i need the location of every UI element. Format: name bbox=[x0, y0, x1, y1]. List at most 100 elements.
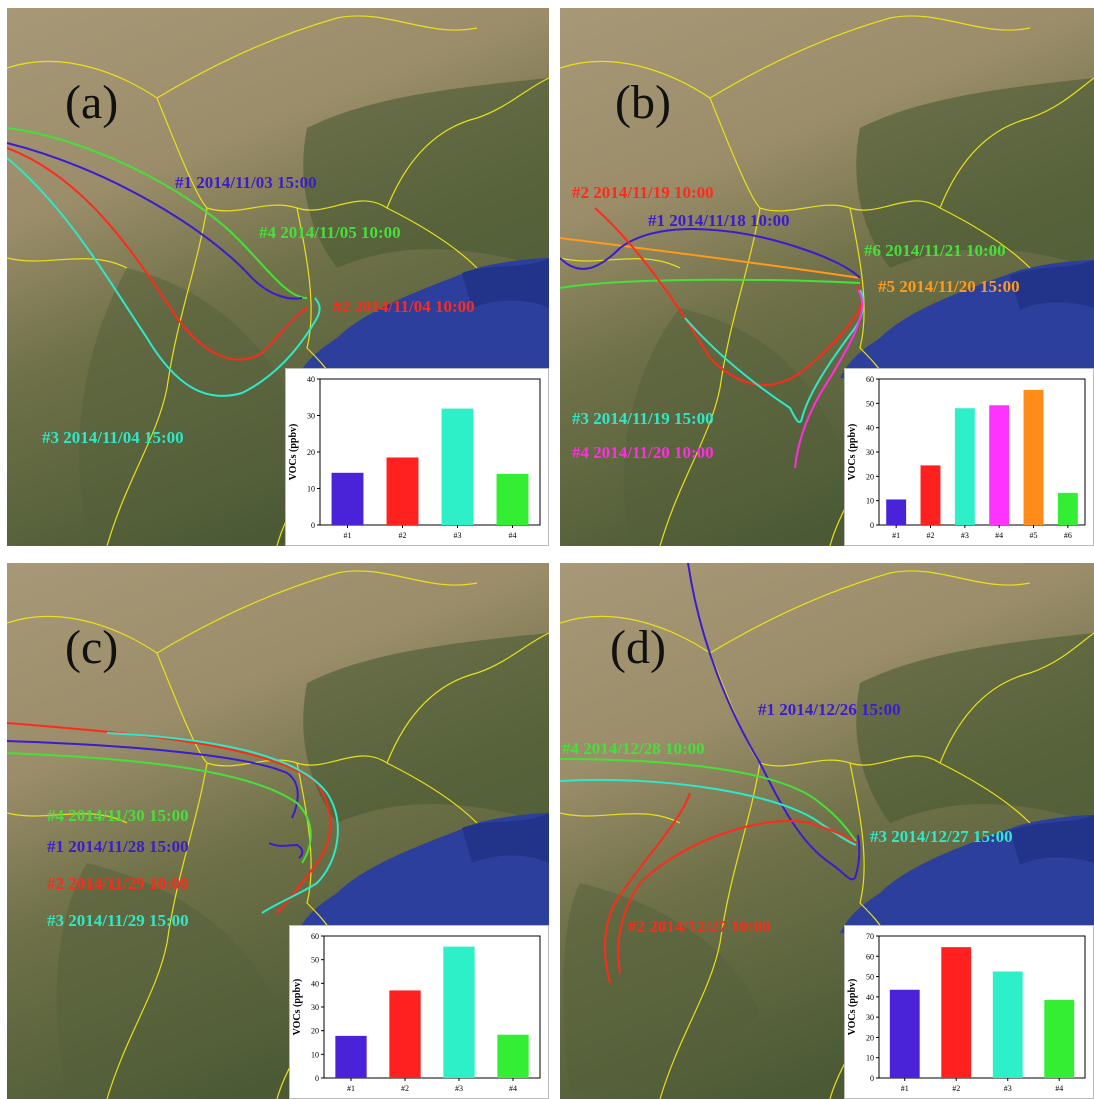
satellite-map-d: (d) #1 2014/12/26 15:00 #4 2014/12/28 10… bbox=[560, 563, 1094, 1099]
forest-area bbox=[856, 78, 1094, 268]
x-tick-label: #2 bbox=[399, 531, 407, 540]
bar-n1 bbox=[889, 989, 920, 1078]
mountain-area bbox=[563, 883, 760, 1093]
y-axis-label: VOCs (ppbv) bbox=[847, 979, 858, 1036]
x-tick-label: #3 bbox=[455, 1084, 463, 1093]
sea-bay bbox=[462, 813, 549, 863]
x-tick-label: #4 bbox=[509, 531, 517, 540]
satellite-map-a: (a) #1 2014/11/03 15:00 #4 2014/11/05 10… bbox=[7, 8, 549, 546]
y-tick-label: 20 bbox=[866, 472, 874, 481]
y-tick-label: 30 bbox=[311, 1003, 319, 1012]
y-tick-label: 30 bbox=[866, 1013, 874, 1022]
y-tick-label: 70 bbox=[866, 932, 874, 941]
bar-n3 bbox=[443, 946, 475, 1078]
y-axis-label: VOCs (ppbv) bbox=[288, 424, 299, 481]
plot-frame bbox=[878, 935, 1086, 1079]
trajectory-label-3: #3 2014/11/29 15:00 bbox=[47, 911, 189, 930]
panel-label-d: (d) bbox=[610, 621, 666, 674]
forest-area bbox=[303, 633, 549, 823]
trajectory-line-3 bbox=[106, 732, 339, 914]
x-tick-label: #4 bbox=[1055, 1084, 1063, 1093]
bar-n4 bbox=[496, 473, 529, 525]
x-tick-label: #3 bbox=[1004, 1084, 1012, 1093]
bar-n3 bbox=[954, 408, 975, 525]
y-tick-label: 60 bbox=[311, 932, 319, 941]
bar-n2 bbox=[941, 947, 972, 1078]
panel-label-c: (c) bbox=[65, 621, 118, 674]
y-tick-label: 20 bbox=[307, 448, 315, 457]
trajectory-line-2 bbox=[604, 792, 857, 984]
forest-area bbox=[856, 633, 1094, 823]
bar-n5 bbox=[1023, 389, 1044, 525]
trajectory-label-5: #5 2014/11/20 15:00 bbox=[878, 277, 1020, 296]
trajectory-label-6: #6 2014/11/21 10:00 bbox=[864, 241, 1006, 260]
bar-n1 bbox=[331, 472, 364, 525]
trajectory-label-3: #3 2014/11/04 15:00 bbox=[42, 428, 184, 447]
trajectory-label-3: #3 2014/11/19 15:00 bbox=[572, 409, 714, 428]
trajectory-line-3 bbox=[560, 778, 857, 846]
mountain-area bbox=[623, 308, 840, 538]
panel-label-a: (a) bbox=[65, 76, 118, 129]
y-tick-label: 0 bbox=[870, 1074, 874, 1083]
panel-a: (a) #1 2014/11/03 15:00 #4 2014/11/05 10… bbox=[7, 8, 549, 546]
voc-bar-chart-a: 0 10 20 30 40 VOCs (ppbv) #1 #2 #3 #4 bbox=[285, 368, 549, 546]
trajectory-label-2: #2 2014/11/19 10:00 bbox=[572, 183, 714, 202]
satellite-map-c: (c) #4 2014/11/30 15:00 #1 2014/11/28 15… bbox=[7, 563, 549, 1099]
panel-c: (c) #4 2014/11/30 15:00 #1 2014/11/28 15… bbox=[7, 563, 549, 1099]
trajectory-label-4: #4 2014/11/20 10:00 bbox=[572, 443, 714, 462]
y-tick-label: 40 bbox=[307, 375, 315, 384]
y-tick-label: 10 bbox=[866, 497, 874, 506]
x-tick-label: #6 bbox=[1064, 531, 1072, 540]
x-tick-label: #1 bbox=[892, 531, 900, 540]
trajectory-label-4: #4 2014/11/05 10:00 bbox=[259, 223, 401, 242]
trajectory-label-2: #2 2014/12/27 10:00 bbox=[628, 917, 771, 936]
y-tick-label: 40 bbox=[866, 993, 874, 1002]
trajectories bbox=[7, 127, 321, 397]
bar-n2 bbox=[386, 457, 419, 525]
mountain-area bbox=[79, 268, 307, 528]
sea-bay bbox=[1010, 260, 1094, 310]
sea-bay bbox=[462, 258, 549, 308]
bar-n2 bbox=[389, 990, 421, 1078]
trajectory-line-4 bbox=[7, 127, 308, 299]
bar-chart-svg-b: 0 10 20 30 40 50 60 VOCs (ppbv) #1 #2 #3 #4 #5 #6 bbox=[847, 375, 1086, 540]
y-tick-label: 0 bbox=[311, 521, 315, 530]
y-tick-label: 60 bbox=[866, 952, 874, 961]
x-tick-label: #3 bbox=[961, 531, 969, 540]
y-axis-label: VOCs (ppbv) bbox=[292, 979, 303, 1036]
bar-n4 bbox=[1044, 999, 1075, 1078]
x-tick-label: #4 bbox=[995, 531, 1003, 540]
trajectory-line-3 bbox=[7, 157, 321, 397]
y-tick-label: 0 bbox=[315, 1074, 319, 1083]
bar-n3 bbox=[441, 408, 474, 525]
bar-n1 bbox=[886, 499, 907, 525]
y-tick-label: 50 bbox=[311, 956, 319, 965]
sea-bay bbox=[1010, 815, 1094, 865]
bar-n1 bbox=[335, 1035, 367, 1078]
x-tick-label: #1 bbox=[347, 1084, 355, 1093]
y-tick-label: 10 bbox=[311, 1050, 319, 1059]
trajectory-line-4 bbox=[560, 758, 857, 842]
trajectory-line-5 bbox=[560, 237, 861, 279]
bar-n6 bbox=[1057, 492, 1078, 525]
forest-area bbox=[303, 78, 549, 268]
trajectory-label-4: #4 2014/12/28 10:00 bbox=[562, 739, 705, 758]
trajectory-line-1 bbox=[7, 740, 299, 819]
bar-chart-svg-a: 0 10 20 30 40 VOCs (ppbv) #1 #2 #3 #4 bbox=[288, 375, 541, 540]
y-axis-label: VOCs (ppbv) bbox=[847, 424, 858, 481]
plot-frame bbox=[878, 378, 1086, 526]
trajectories bbox=[560, 563, 861, 984]
x-tick-label: #1 bbox=[344, 531, 352, 540]
voc-bar-chart-b: 0 10 20 30 40 50 60 VOCs (ppbv) #1 #2 #3 #4 #5 #6 bbox=[844, 368, 1094, 546]
x-tick-label: #2 bbox=[401, 1084, 409, 1093]
y-tick-label: 60 bbox=[866, 375, 874, 384]
y-tick-label: 10 bbox=[307, 485, 315, 494]
panel-label-b: (b) bbox=[615, 76, 671, 129]
panel-b: (b) #2 2014/11/19 10:00 #1 2014/11/18 10… bbox=[560, 8, 1094, 546]
mountain-area bbox=[56, 863, 277, 1093]
y-tick-label: 20 bbox=[866, 1033, 874, 1042]
trajectories bbox=[560, 207, 865, 469]
trajectory-line-2 bbox=[594, 207, 864, 386]
panel-d: (d) #1 2014/12/26 15:00 #4 2014/12/28 10… bbox=[560, 563, 1094, 1099]
y-tick-label: 50 bbox=[866, 399, 874, 408]
